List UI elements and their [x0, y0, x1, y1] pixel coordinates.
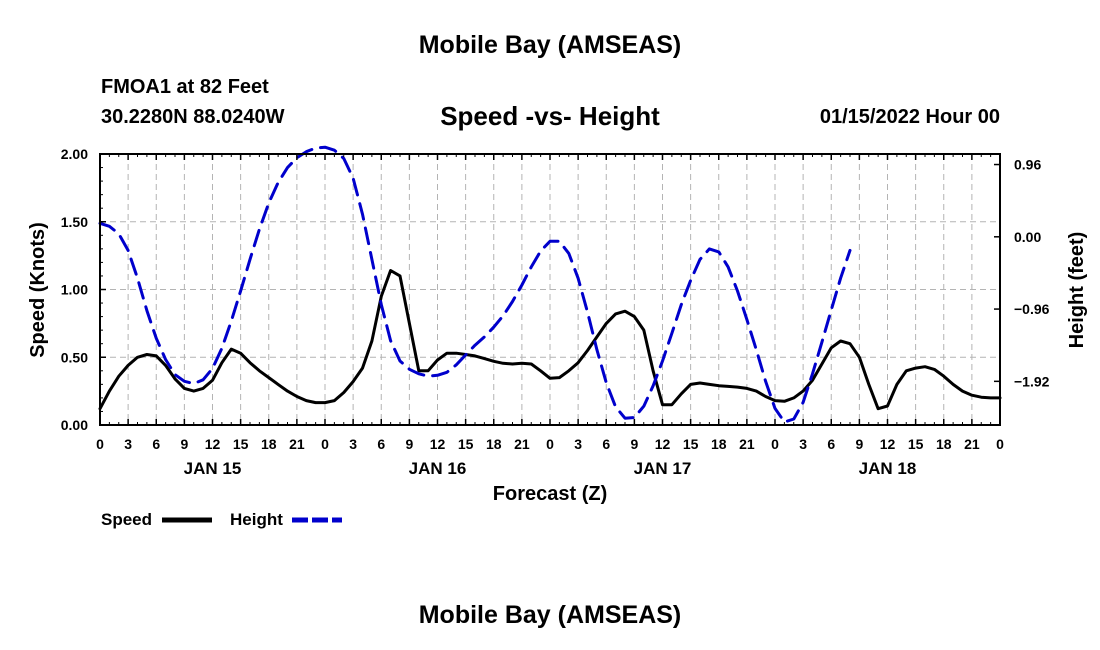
- x-tick-label: 12: [655, 436, 671, 452]
- x-tick-label: 3: [799, 436, 807, 452]
- forecast-datetime: 01/15/2022 Hour 00: [819, 106, 1000, 128]
- x-tick-label: 12: [205, 436, 221, 452]
- x-tick-label: 0: [96, 436, 104, 452]
- x-tick-label: 3: [349, 436, 357, 452]
- x-tick-label: 12: [430, 436, 446, 452]
- plot-frame: [99, 153, 1001, 426]
- x-tick-label: 9: [180, 436, 188, 452]
- x-tick-label: 18: [936, 436, 952, 452]
- x-tick-label: 15: [683, 436, 699, 452]
- y-tick-label: 0.00: [61, 417, 88, 433]
- y2-tick-label: −1.92: [1014, 373, 1050, 389]
- x-tick-label: 15: [908, 436, 924, 452]
- x-tick-label: 6: [827, 436, 835, 452]
- x-tick-label: 15: [233, 436, 249, 452]
- x-tick-label: 9: [405, 436, 413, 452]
- x-tick-label: 9: [855, 436, 863, 452]
- x-tick-label: 6: [602, 436, 610, 452]
- day-label: JAN 17: [634, 459, 692, 478]
- station-coordinates: 30.2280N 88.0240W: [101, 106, 285, 128]
- y2-axis-title: Height (feet): [1066, 232, 1088, 349]
- x-tick-label: 0: [996, 436, 1004, 452]
- legend-label-speed: Speed: [101, 510, 152, 529]
- x-tick-label: 6: [152, 436, 160, 452]
- y2-tick-label: 0.96: [1014, 157, 1041, 173]
- day-label: JAN 15: [184, 459, 242, 478]
- x-tick-label: 18: [261, 436, 277, 452]
- speed-series-line: [98, 269, 1002, 411]
- x-tick-label: 21: [514, 436, 530, 452]
- legend-label-height: Height: [230, 510, 283, 529]
- x-tick-label: 0: [546, 436, 554, 452]
- x-tick-label: 15: [458, 436, 474, 452]
- x-tick-label: 0: [321, 436, 329, 452]
- y2-tick-label: −0.96: [1014, 301, 1050, 317]
- x-axis-title: Forecast (Z): [493, 483, 607, 505]
- chart-subtitle: Speed -vs- Height: [440, 101, 660, 131]
- x-tick-label: 0: [771, 436, 779, 452]
- y-tick-label: 1.00: [61, 282, 88, 298]
- y-tick-label: 2.00: [61, 146, 88, 162]
- y2-tick-label: 0.00: [1014, 229, 1041, 245]
- y-tick-label: 0.50: [61, 349, 88, 365]
- day-label: JAN 18: [859, 459, 917, 478]
- x-tick-label: 21: [739, 436, 755, 452]
- footer-title: Mobile Bay (AMSEAS): [418, 601, 682, 629]
- station-label: FMOA1 at 82 Feet: [101, 76, 269, 98]
- day-label: JAN 16: [409, 459, 467, 478]
- x-tick-label: 6: [377, 436, 385, 452]
- x-tick-label: 18: [711, 436, 727, 452]
- x-tick-label: 18: [486, 436, 502, 452]
- chart-title: Mobile Bay (AMSEAS): [418, 31, 682, 59]
- height-series-line: [98, 145, 852, 424]
- x-tick-label: 3: [574, 436, 582, 452]
- y-tick-label: 1.50: [61, 214, 88, 230]
- x-tick-label: 21: [289, 436, 305, 452]
- x-tick-label: 9: [630, 436, 638, 452]
- x-tick-label: 21: [964, 436, 980, 452]
- x-tick-label: 12: [880, 436, 896, 452]
- y-axis-title: Speed (Knots): [27, 222, 49, 358]
- x-tick-label: 3: [124, 436, 132, 452]
